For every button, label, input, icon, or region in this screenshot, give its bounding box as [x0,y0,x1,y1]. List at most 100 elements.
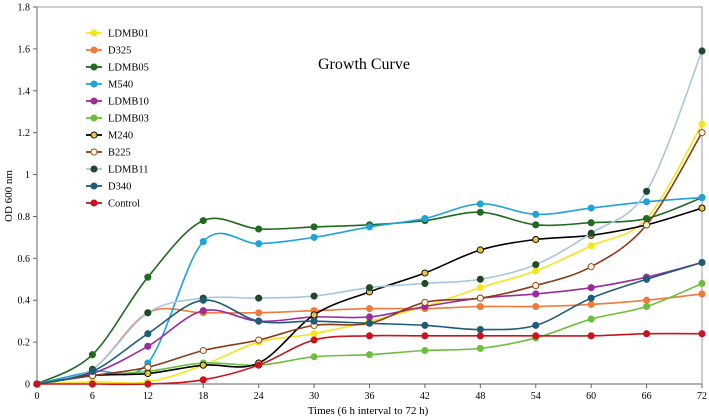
data-point-d340 [88,367,96,375]
data-point-m540 [421,214,429,223]
data-point-d340 [476,325,484,334]
data-point-ldmb05 [144,273,152,281]
legend-swatch-marker [90,148,98,156]
data-point-b225 [476,294,484,302]
data-point-control [365,332,374,340]
legend-label: LDMB05 [108,63,149,74]
legend-label: D325 [108,46,131,57]
data-point-ldmb03 [643,302,651,311]
series-ldmb01 [33,120,706,388]
x-tick-label: 54 [531,391,541,402]
legend-swatch-marker [90,131,98,139]
data-point-control [698,330,706,338]
data-point-control [532,332,540,340]
data-point-ldmb11 [476,275,484,283]
data-point-ldmb10 [199,307,207,315]
data-point-d325 [698,290,706,298]
data-point-m240 [476,246,484,254]
data-point-control [421,332,429,340]
x-tick-label: 36 [365,391,375,402]
data-point-ldmb05 [587,219,595,227]
legend-entry-b225: B225 [86,148,131,159]
data-point-m240 [532,235,540,244]
legend-label: LDMB03 [108,114,149,125]
legend-label: M240 [108,131,133,142]
data-point-m540 [587,204,595,212]
data-point-ldmb11 [365,284,374,292]
data-point-ldmb11 [587,229,595,237]
legend-swatch-marker [90,114,98,122]
data-point-ldmb01 [310,330,318,338]
data-point-ldmb11 [698,47,706,55]
data-point-control [33,380,41,388]
data-point-m540 [698,194,706,202]
y-tick-label: 1.4 [18,86,31,97]
y-tick-label: 0.8 [18,212,31,223]
data-point-d325 [476,302,484,311]
x-tick-label: 72 [697,391,707,402]
data-point-ldmb05 [643,214,651,223]
y-tick-label: 1 [25,170,30,181]
legend-label: Control [108,199,140,210]
data-point-ldmb11 [310,292,318,300]
x-tick-label: 12 [143,391,153,402]
data-point-d340 [255,317,263,325]
data-point-m540 [476,200,484,208]
legend-swatch-marker [90,199,98,207]
data-point-m540 [532,210,540,218]
series-line-ldmb01 [36,123,703,385]
data-point-d340 [587,294,595,302]
data-point-b225 [532,282,540,290]
data-point-m540 [365,223,374,231]
x-tick-label: 0 [35,391,40,402]
legend-swatch-marker [90,80,98,88]
legend-entry-ldmb05: LDMB05 [86,63,149,74]
legend-label: LDMB10 [108,97,149,108]
data-point-b225 [144,363,152,371]
legend-entry-m240: M240 [86,131,133,142]
data-point-d325 [587,300,595,308]
data-point-m540 [310,233,318,241]
data-point-ldmb01 [532,267,540,275]
legend-entry-ldmb03: LDMB03 [86,114,149,125]
data-point-b225 [255,336,263,344]
data-point-d340 [199,296,207,304]
legend-entry-ldmb10: LDMB10 [86,97,149,108]
y-axis-title: OD 600 nm [3,170,15,222]
y-tick-label: 1.8 [18,3,31,14]
data-point-b225 [587,263,595,271]
y-tick-label: 0.2 [18,338,31,349]
x-tick-label: 24 [254,391,264,402]
data-point-d325 [255,309,263,317]
data-point-d340 [643,275,651,283]
data-point-ldmb11 [643,187,651,195]
x-tick-label: 48 [475,391,485,402]
data-point-control [88,380,96,388]
y-tick-label: 0.6 [18,254,31,265]
data-point-ldmb03 [476,344,484,352]
data-point-d340 [365,319,374,327]
data-point-ldmb05 [532,221,540,229]
data-point-m240 [199,361,207,369]
data-point-ldmb11 [421,279,429,288]
data-point-d340 [144,330,152,338]
data-point-m240 [421,269,429,277]
legend-entry-m540: M540 [86,80,133,91]
data-point-d325 [365,305,374,313]
legend-swatch-marker [90,182,98,190]
data-point-ldmb10 [365,313,374,321]
data-point-ldmb10 [532,290,540,298]
legend-label: M540 [108,80,133,91]
legend-swatch-marker [90,97,98,105]
series-layer [33,47,706,388]
data-point-b225 [698,129,706,137]
data-point-d325 [532,302,540,311]
data-point-m540 [199,238,207,246]
series-m540 [33,194,706,388]
data-point-ldmb11 [532,261,540,269]
legend-swatch-marker [90,29,98,37]
data-point-d340 [421,321,429,329]
x-axis-title: Times (6 h interval to 72 h) [308,405,429,417]
data-point-m540 [255,240,263,248]
data-point-ldmb05 [199,217,207,225]
